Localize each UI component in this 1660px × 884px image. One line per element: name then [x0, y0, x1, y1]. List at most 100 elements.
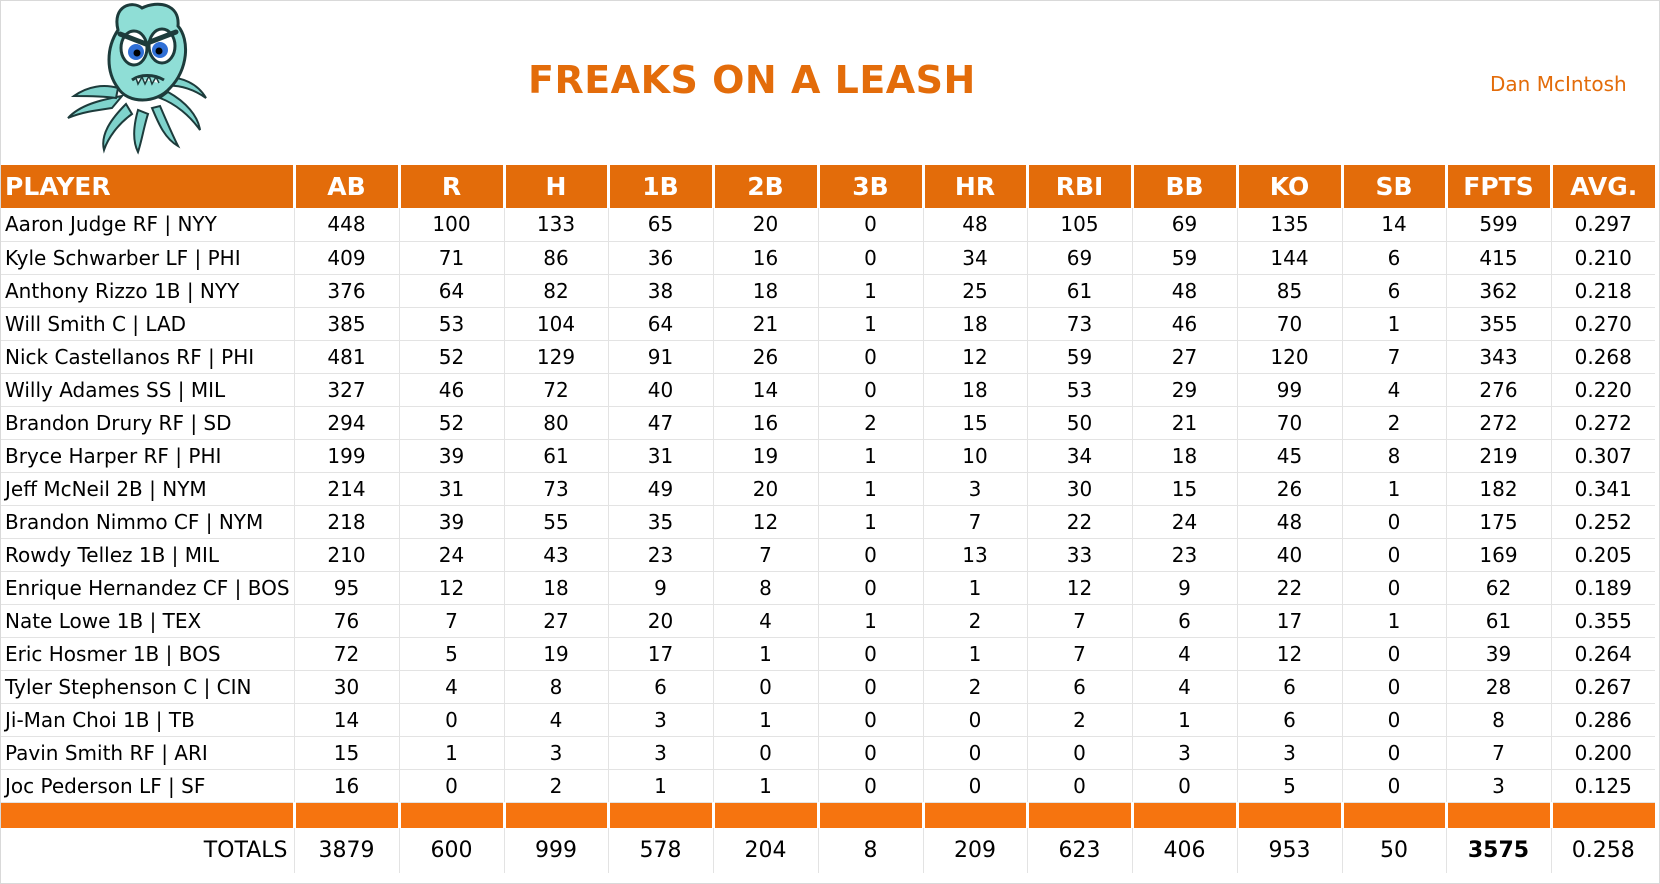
table-row: Eric Hosmer 1B | BOS 72 5 19 17 1 0 1 7 4 12 0 39 0.2… [1, 637, 1655, 671]
stat-cell: 65 [607, 208, 713, 242]
stat-cell: 120 [1236, 340, 1342, 374]
stat-cell: 19 [503, 637, 608, 671]
stat-cell: 64 [398, 274, 504, 308]
stat-cell: 0.341 [1550, 472, 1655, 506]
separator-cell [711, 802, 818, 828]
stat-cell: 0.267 [1550, 670, 1655, 704]
stat-cell: 294 [293, 406, 399, 440]
stat-cell: 28 [1445, 670, 1551, 704]
player-name-cell: Tyler Stephenson C | CIN [1, 670, 294, 704]
stat-cell: 29 [1131, 373, 1237, 407]
stat-cell: 13 [922, 538, 1027, 572]
stat-cell: 2 [503, 769, 608, 803]
stat-cell: 276 [1445, 373, 1551, 407]
stat-cell: 39 [398, 505, 504, 539]
stat-cell: 182 [1445, 472, 1551, 506]
stat-cell: 1 [817, 274, 923, 308]
stat-cell: 4 [398, 670, 504, 704]
stat-cell: 20 [607, 604, 713, 638]
stat-cell: 61 [1445, 604, 1551, 638]
stat-cell: 0 [817, 571, 923, 605]
stat-cell: 55 [503, 505, 608, 539]
stat-cell: 72 [503, 373, 608, 407]
stat-cell: 69 [1026, 241, 1132, 275]
stat-cell: 64 [607, 307, 713, 341]
stat-cell: 62 [1445, 571, 1551, 605]
stat-cell: 27 [503, 604, 608, 638]
table-row: Ji-Man Choi 1B | TB 14 0 4 3 1 0 0 2 1 6 0 8 0.286 [1, 703, 1655, 737]
table-row: Kyle Schwarber LF | PHI 409 71 86 36 16 0 34 69 5… [1, 241, 1655, 275]
totals-cell: 578 [607, 828, 713, 873]
stat-cell: 105 [1026, 208, 1132, 242]
stat-cell: 5 [398, 637, 504, 671]
stat-cell: 52 [398, 406, 504, 440]
column-header-1b: 1B [606, 165, 713, 208]
stat-cell: 14 [712, 373, 818, 407]
stat-cell: 91 [607, 340, 713, 374]
stat-cell: 25 [922, 274, 1027, 308]
stat-cell: 0 [817, 208, 923, 242]
column-header-player: PLAYER [1, 165, 294, 208]
stat-cell: 85 [1236, 274, 1342, 308]
stat-cell: 0 [712, 736, 818, 770]
stat-cell: 3 [1236, 736, 1342, 770]
totals-cell: 0.258 [1550, 828, 1655, 873]
stats-table: PLAYER AB R H 1B 2B 3B HR RBI BB KO SB FPTS AVG. Aaro… [1, 165, 1655, 873]
separator-cell [1444, 802, 1551, 828]
stat-cell: 27 [1131, 340, 1237, 374]
stat-cell: 0 [922, 769, 1027, 803]
stat-cell: 6 [1341, 274, 1446, 308]
stat-cell: 36 [607, 241, 713, 275]
column-header-bb: BB [1130, 165, 1237, 208]
stat-cell: 61 [1026, 274, 1132, 308]
totals-cell: 3575 [1445, 828, 1551, 873]
stat-cell: 135 [1236, 208, 1342, 242]
stat-cell: 45 [1236, 439, 1342, 473]
table-row: Brandon Drury RF | SD 294 52 80 47 16 2 15 50 21 7… [1, 406, 1655, 440]
stat-cell: 599 [1445, 208, 1551, 242]
player-name-cell: Joc Pederson LF | SF [1, 769, 294, 803]
stat-cell: 17 [1236, 604, 1342, 638]
stat-cell: 18 [503, 571, 608, 605]
separator-band [1, 802, 1655, 828]
stat-cell: 0 [1341, 538, 1446, 572]
stat-cell: 1 [817, 505, 923, 539]
stat-cell: 7 [1341, 340, 1446, 374]
column-header-h: H [502, 165, 608, 208]
separator-cell [1025, 802, 1132, 828]
stat-cell: 8 [712, 571, 818, 605]
stat-cell: 12 [398, 571, 504, 605]
stat-cell: 0 [817, 670, 923, 704]
stat-cell: 6 [607, 670, 713, 704]
stat-cell: 199 [293, 439, 399, 473]
stat-cell: 23 [607, 538, 713, 572]
stat-cell: 14 [1341, 208, 1446, 242]
stat-cell: 86 [503, 241, 608, 275]
column-header-hr: HR [921, 165, 1027, 208]
stat-cell: 22 [1236, 571, 1342, 605]
separator-cell [1235, 802, 1342, 828]
player-name-cell: Bryce Harper RF | PHI [1, 439, 294, 473]
stat-cell: 104 [503, 307, 608, 341]
stat-cell: 6 [1341, 241, 1446, 275]
player-name-cell: Jeff McNeil 2B | NYM [1, 472, 294, 506]
stat-cell: 9 [607, 571, 713, 605]
stat-cell: 343 [1445, 340, 1551, 374]
stat-cell: 35 [607, 505, 713, 539]
stat-cell: 1 [607, 769, 713, 803]
stat-cell: 20 [712, 472, 818, 506]
table-row: Anthony Rizzo 1B | NYY 376 64 82 38 18 1 25 61 48… [1, 274, 1655, 308]
table-row: Willy Adames SS | MIL 327 46 72 40 14 0 18 53 29 9… [1, 373, 1655, 407]
stat-cell: 70 [1236, 406, 1342, 440]
stat-cell: 47 [607, 406, 713, 440]
table-row: Brandon Nimmo CF | NYM 218 39 55 35 12 1 7 22 24 4… [1, 505, 1655, 539]
stat-cell: 1 [922, 637, 1027, 671]
octopus-mascot-icon [67, 2, 207, 155]
table-row: Will Smith C | LAD 385 53 104 64 21 1 18 73 46 70 1… [1, 307, 1655, 341]
stat-cell: 30 [1026, 472, 1132, 506]
stat-cell: 12 [712, 505, 818, 539]
stat-cell: 53 [1026, 373, 1132, 407]
stat-cell: 39 [398, 439, 504, 473]
stat-cell: 8 [503, 670, 608, 704]
player-name-cell: Nate Lowe 1B | TEX [1, 604, 294, 638]
